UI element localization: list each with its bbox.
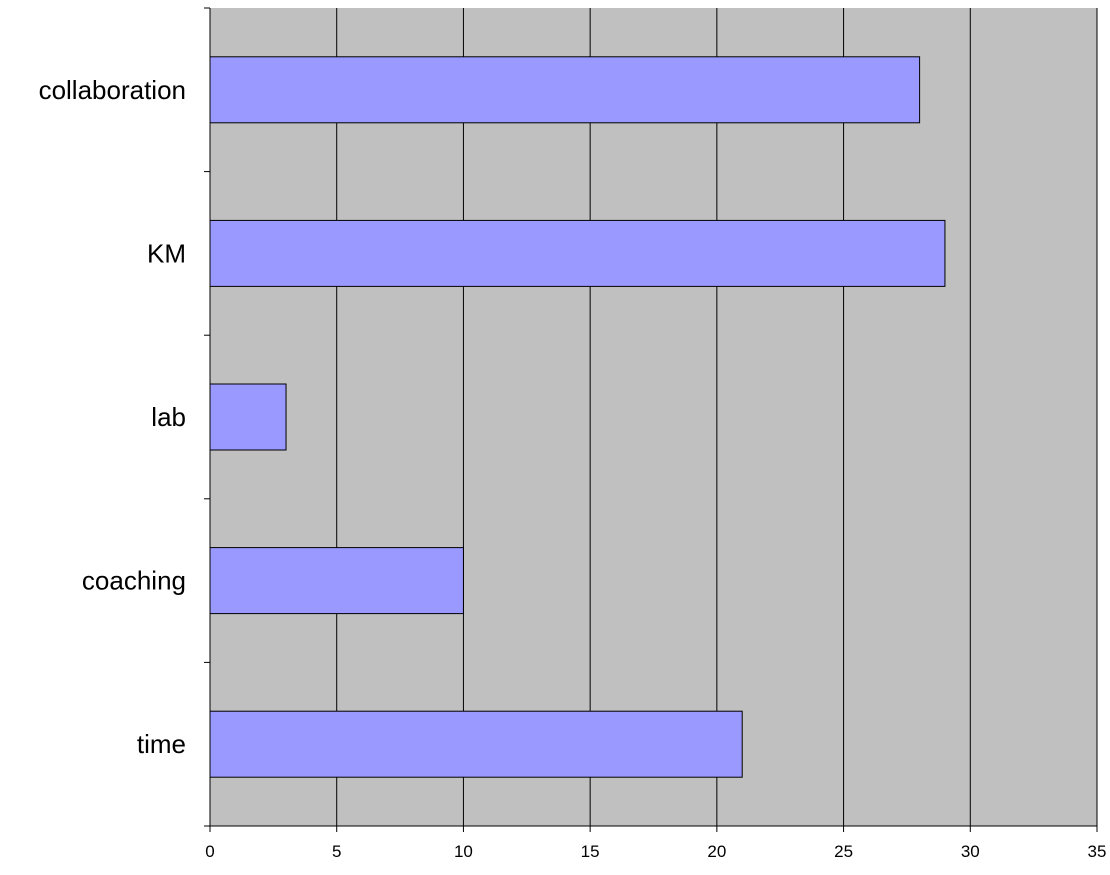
bar-collaboration bbox=[209, 56, 921, 124]
x-tick-label-30: 30 bbox=[961, 842, 980, 861]
category-label-km: KM bbox=[147, 238, 186, 268]
x-tick-label-0: 0 bbox=[205, 842, 214, 861]
bar-km bbox=[209, 219, 946, 287]
category-label-collaboration: collaboration bbox=[39, 75, 186, 105]
axes bbox=[204, 7, 1098, 832]
bar-lab bbox=[209, 383, 287, 451]
bar-coaching bbox=[209, 547, 464, 615]
x-tick-label-5: 5 bbox=[332, 842, 341, 861]
x-tick-label-35: 35 bbox=[1088, 842, 1107, 861]
category-label-time: time bbox=[137, 729, 186, 759]
x-tick-label-25: 25 bbox=[834, 842, 853, 861]
plot-area bbox=[210, 8, 1097, 826]
category-label-lab: lab bbox=[151, 402, 186, 432]
bar-time bbox=[209, 710, 743, 778]
x-tick-label-15: 15 bbox=[581, 842, 600, 861]
x-tick-label-20: 20 bbox=[707, 842, 726, 861]
x-tick-labels: 0 5 10 15 20 25 30 35 bbox=[205, 842, 1106, 861]
x-tick-label-10: 10 bbox=[454, 842, 473, 861]
gridlines bbox=[336, 8, 1098, 826]
category-label-coaching: coaching bbox=[82, 566, 186, 596]
category-labels: collaboration KM lab coaching time bbox=[39, 75, 186, 759]
bars bbox=[209, 56, 946, 778]
